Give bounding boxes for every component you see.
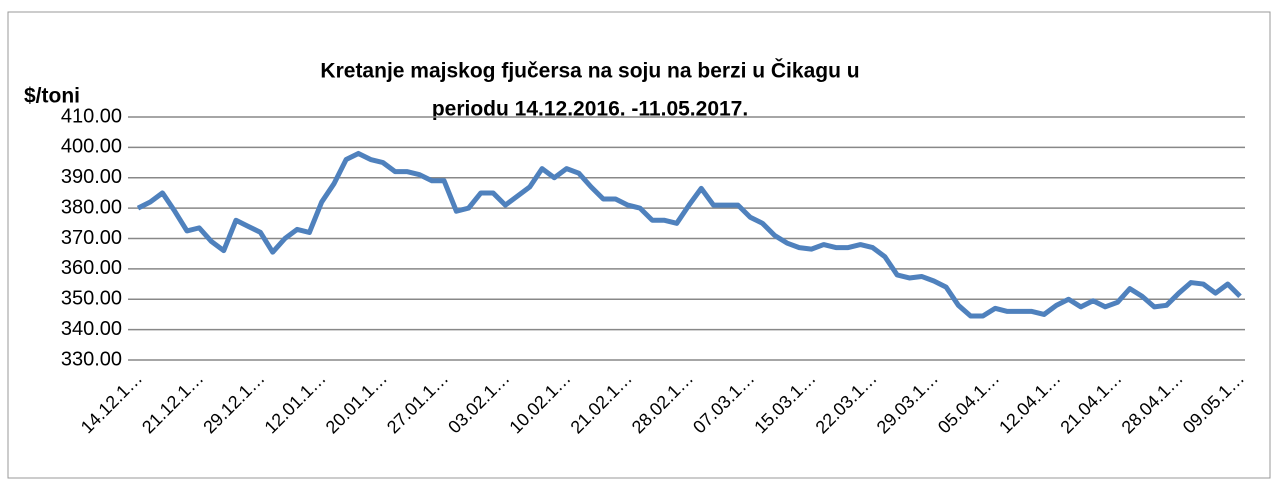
y-tick-label: 380.00	[61, 196, 122, 218]
y-tick-label: 370.00	[61, 227, 122, 249]
chart-title: Kretanje majskog fjučersa na soju na ber…	[320, 59, 859, 83]
y-tick-label: 340.00	[61, 318, 122, 340]
y-tick-label: 360.00	[61, 257, 122, 279]
y-tick-label: 350.00	[61, 288, 122, 310]
chart-title: periodu 14.12.2016. -11.05.2017.	[432, 98, 748, 121]
line	[136, 150, 1242, 319]
y-tick-label: 330.00	[61, 348, 122, 370]
y-tick-label: 400.00	[61, 136, 122, 158]
y-tick-label: 390.00	[61, 166, 122, 188]
y-tick-label: 410.00	[61, 105, 122, 127]
y-axis-label: $/toni	[24, 85, 80, 108]
